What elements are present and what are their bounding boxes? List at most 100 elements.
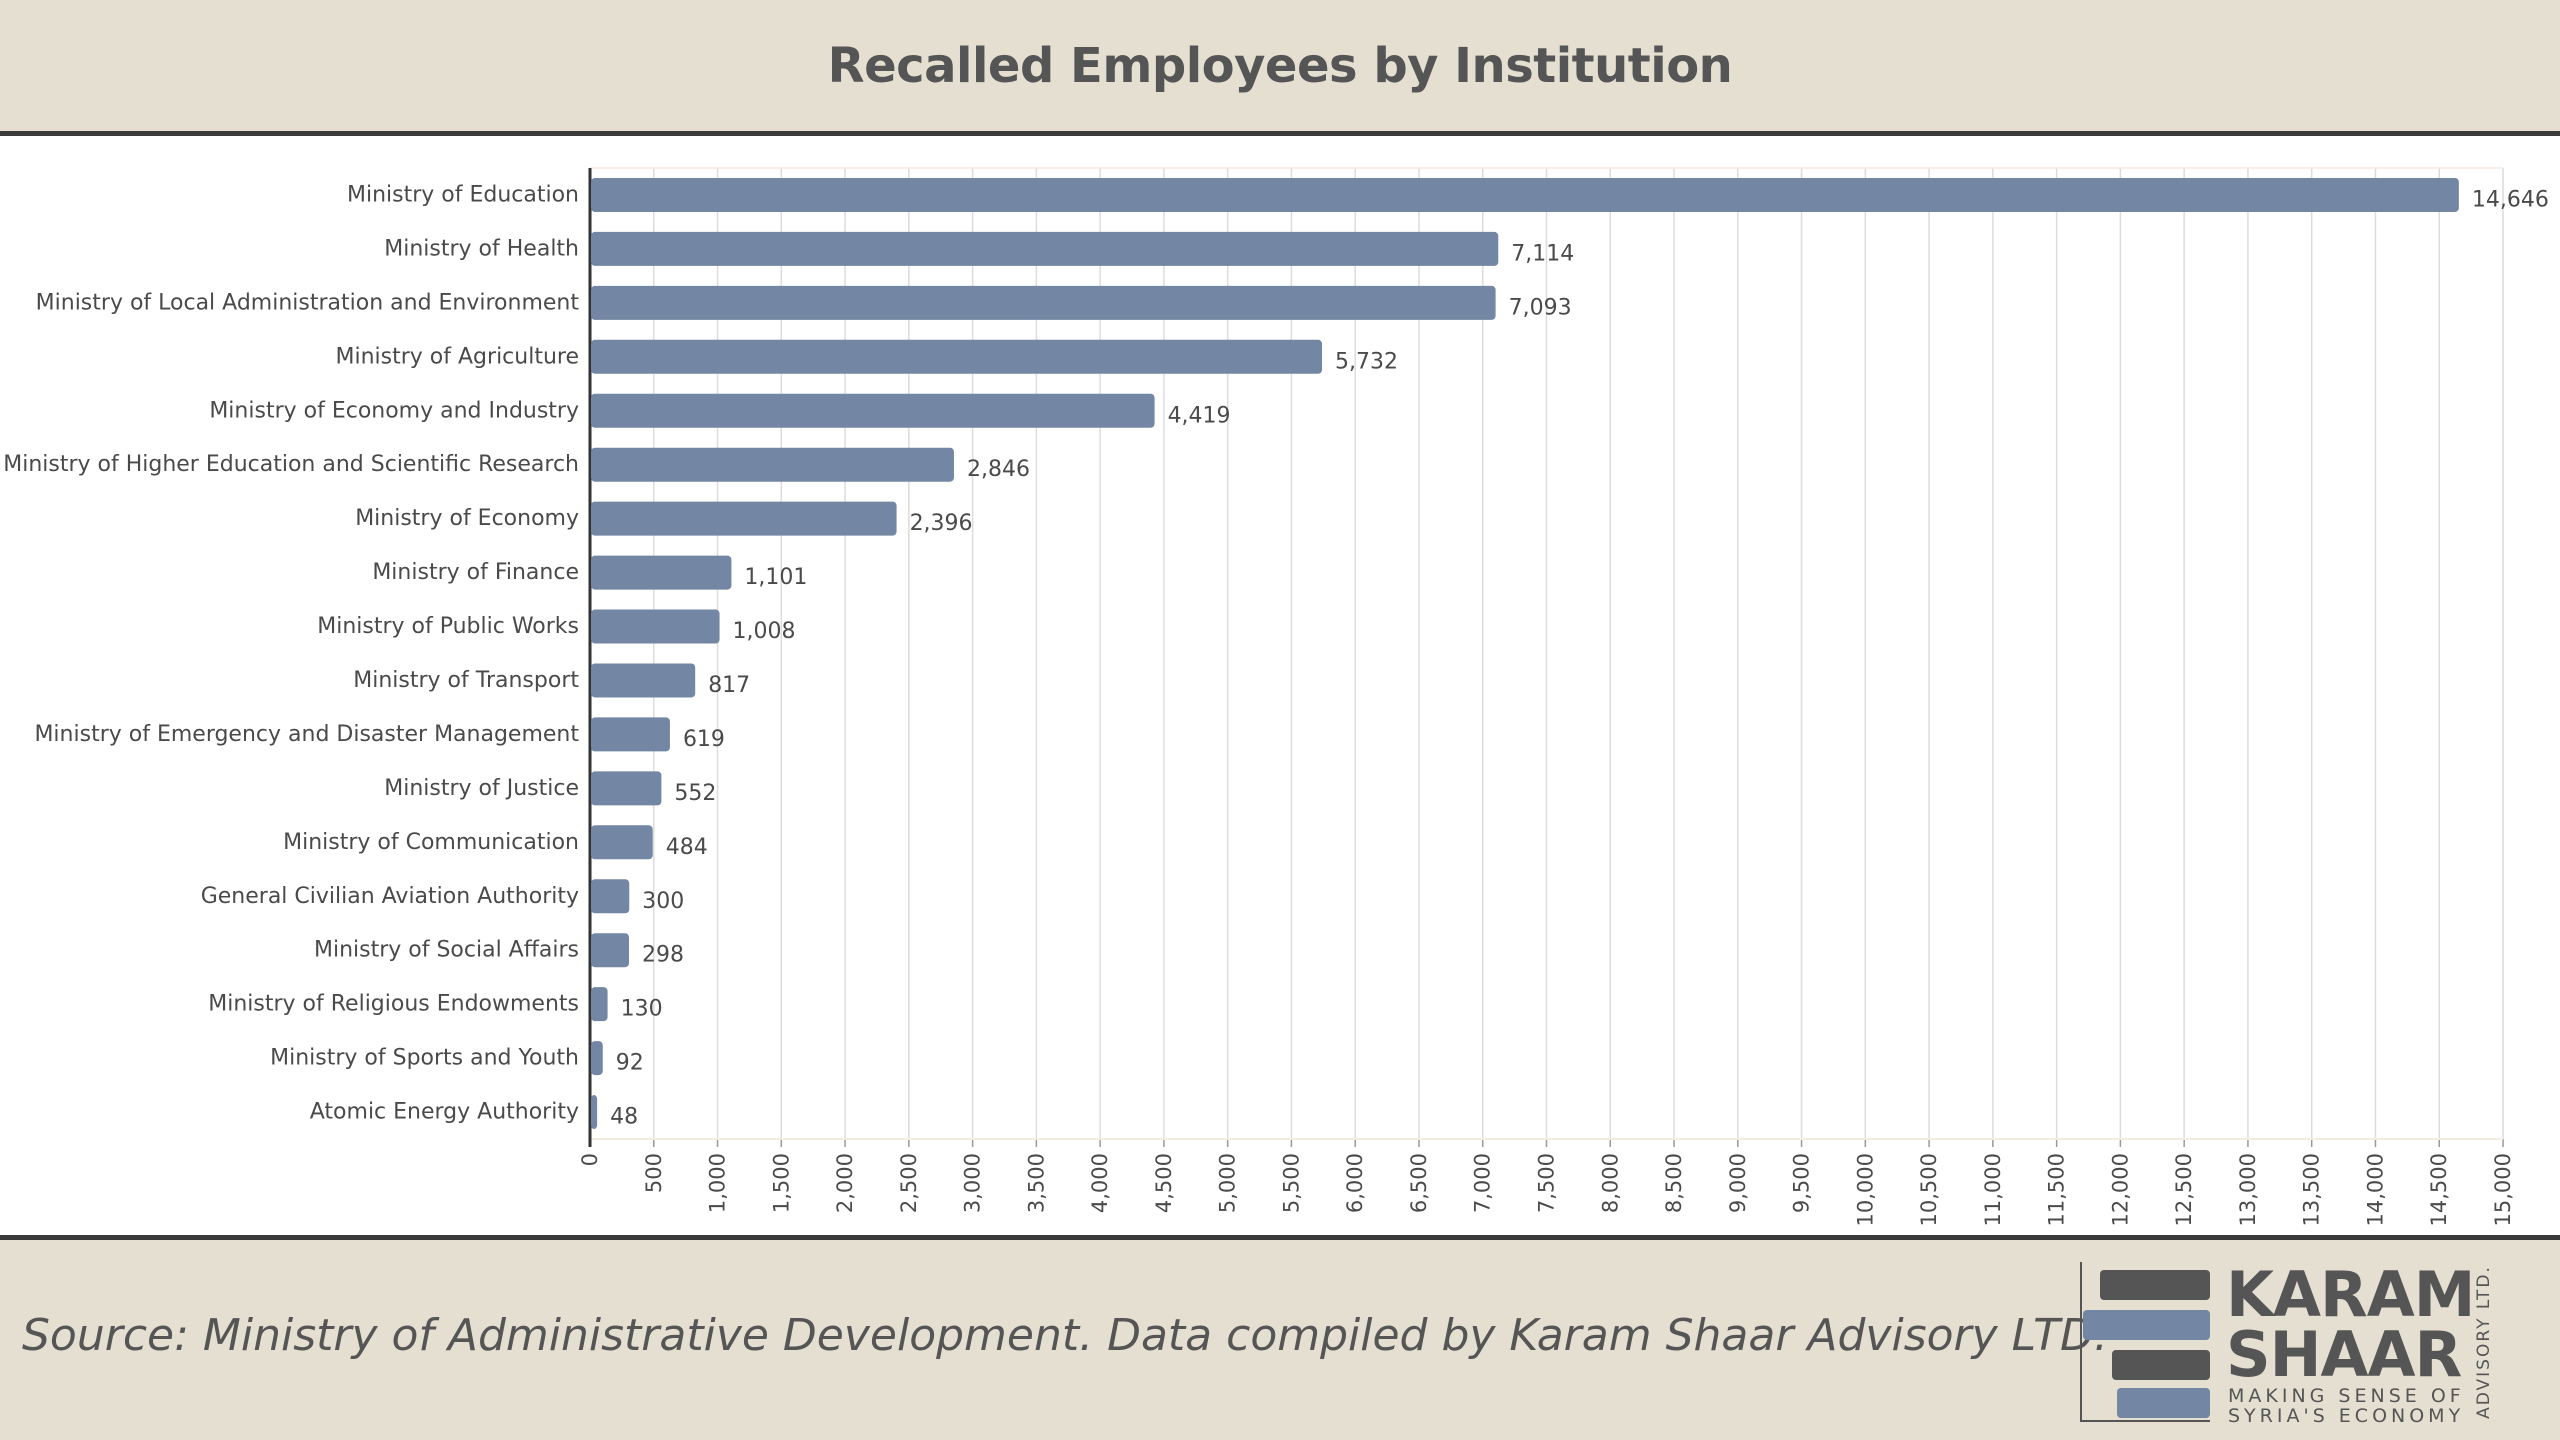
- source-note: Source: Ministry of Administrative Devel…: [22, 1310, 2108, 1361]
- logo-bar-1: [2100, 1270, 2210, 1300]
- logo-frame-vertical: [2080, 1262, 2082, 1422]
- category-label: Ministry of Economy and Industry: [209, 398, 579, 423]
- bar: [591, 1041, 603, 1076]
- header-divider: [0, 131, 2560, 136]
- data-label: 1,101: [744, 565, 807, 590]
- x-tick-label: 2,500: [897, 1153, 921, 1213]
- category-label: Ministry of Health: [384, 236, 579, 261]
- x-tick-label: 5,000: [1216, 1153, 1240, 1213]
- category-label: Ministry of Social Affairs: [314, 938, 579, 963]
- category-label: Ministry of Higher Education and Scienti…: [3, 452, 579, 477]
- x-tick-label: 0: [578, 1153, 602, 1166]
- company-logo: KARAM SHAAR MAKING SENSE OF SYRIA'S ECON…: [2080, 1258, 2520, 1426]
- x-tick-label: 4,500: [1152, 1153, 1176, 1213]
- bar: [591, 771, 662, 806]
- data-label: 130: [621, 997, 663, 1022]
- x-tick-label: 14,500: [2427, 1153, 2451, 1226]
- bar-chart: 0 500 1,000 1,500 2,000 2,500 3,000 3,500 4,000 4…: [3, 167, 2549, 1226]
- x-tick-label: 13,500: [2300, 1153, 2324, 1226]
- x-tick-label: 10,000: [1853, 1153, 1877, 1226]
- data-label: 4,419: [1168, 403, 1231, 428]
- category-label: Ministry of Communication: [283, 830, 579, 855]
- category-label: Ministry of Emergency and Disaster Manag…: [34, 722, 579, 747]
- bar: [591, 933, 630, 968]
- data-label: 619: [683, 727, 725, 752]
- data-label: 298: [642, 943, 684, 968]
- x-tick-label: 7,500: [1535, 1153, 1559, 1213]
- x-tick-label: 7,000: [1471, 1153, 1495, 1213]
- data-label: 484: [666, 835, 708, 860]
- x-tick-label: 3,000: [961, 1153, 985, 1213]
- category-label: Ministry of Economy: [355, 506, 579, 531]
- logo-vertical: ADVISORY LTD.: [2472, 1262, 2496, 1422]
- bar: [591, 555, 732, 590]
- data-label: 1,008: [733, 619, 796, 644]
- bar: [591, 609, 720, 644]
- category-label: Ministry of Transport: [353, 668, 579, 693]
- bar: [591, 987, 608, 1022]
- x-tick-label: 12,500: [2172, 1153, 2196, 1226]
- data-label: 552: [674, 781, 716, 806]
- bar: [591, 447, 954, 482]
- logo-vertical-text: ADVISORY LTD.: [2474, 1265, 2494, 1419]
- bar: [591, 285, 1496, 320]
- category-label: Ministry of Public Works: [317, 614, 579, 639]
- bar: [591, 231, 1499, 266]
- category-label: Atomic Energy Authority: [310, 1100, 579, 1125]
- logo-tagline-2: SYRIA'S ECONOMY: [2228, 1405, 2465, 1427]
- data-label: 5,732: [1335, 349, 1398, 374]
- x-tick-label: 1,500: [769, 1153, 793, 1213]
- chart-title: Recalled Employees by Institution: [827, 37, 1733, 94]
- x-tick-label: 13,000: [2236, 1153, 2260, 1226]
- x-tick-label: 1,000: [706, 1153, 730, 1213]
- chart-header: Recalled Employees by Institution: [0, 0, 2560, 131]
- footer-divider: [0, 1235, 2560, 1240]
- category-label: General Civilian Aviation Authority: [201, 884, 579, 909]
- chart-footer: Source: Ministry of Administrative Devel…: [0, 1240, 2560, 1440]
- logo-bar-2: [2083, 1310, 2210, 1340]
- logo-tagline-1: MAKING SENSE OF: [2228, 1385, 2465, 1407]
- x-tick-label: 500: [642, 1153, 666, 1193]
- data-label: 48: [610, 1105, 638, 1130]
- category-label: Ministry of Justice: [384, 776, 579, 801]
- bar: [591, 825, 653, 860]
- x-tick-label: 5,500: [1279, 1153, 1303, 1213]
- bar: [591, 501, 897, 536]
- logo-bar-3: [2112, 1350, 2210, 1380]
- x-tick-label: 15,000: [2491, 1153, 2515, 1226]
- x-tick-label: 14,000: [2363, 1153, 2387, 1226]
- x-tick-label: 4,000: [1088, 1153, 1112, 1213]
- x-tick-label: 6,000: [1343, 1153, 1367, 1213]
- bar: [591, 717, 670, 752]
- category-label: Ministry of Local Administration and Env…: [36, 290, 580, 315]
- x-tick-label: 9,500: [1790, 1153, 1814, 1213]
- logo-frame-horizontal: [2080, 1420, 2210, 1422]
- x-tick-label: 11,500: [2045, 1153, 2069, 1226]
- category-label: Ministry of Agriculture: [336, 344, 579, 369]
- category-label: Ministry of Sports and Youth: [270, 1046, 579, 1071]
- x-tick-label: 12,000: [2108, 1153, 2132, 1226]
- bar: [591, 1095, 598, 1130]
- category-label: Ministry of Education: [347, 182, 579, 207]
- x-tick-label: 10,500: [1917, 1153, 1941, 1226]
- x-tick-label: 9,000: [1726, 1153, 1750, 1213]
- x-tick-label: 3,500: [1024, 1153, 1048, 1213]
- logo-word-shaar: SHAAR: [2226, 1318, 2462, 1391]
- x-tick-label: 8,000: [1598, 1153, 1622, 1213]
- bar: [591, 393, 1155, 428]
- bar: [591, 177, 2459, 212]
- logo-word-karam: KARAM: [2226, 1258, 2475, 1331]
- logo-bar-4: [2117, 1388, 2210, 1418]
- bar: [591, 879, 630, 914]
- bar: [591, 663, 696, 698]
- data-label: 92: [616, 1051, 644, 1076]
- data-label: 817: [708, 673, 750, 698]
- x-tick-label: 8,500: [1662, 1153, 1686, 1213]
- x-tick-label: 2,000: [833, 1153, 857, 1213]
- data-label: 2,846: [967, 457, 1030, 482]
- bar: [591, 339, 1323, 374]
- data-label: 7,114: [1511, 241, 1574, 266]
- data-label: 14,646: [2472, 187, 2549, 212]
- x-tick-label: 6,500: [1407, 1153, 1431, 1213]
- data-label: 2,396: [910, 511, 973, 536]
